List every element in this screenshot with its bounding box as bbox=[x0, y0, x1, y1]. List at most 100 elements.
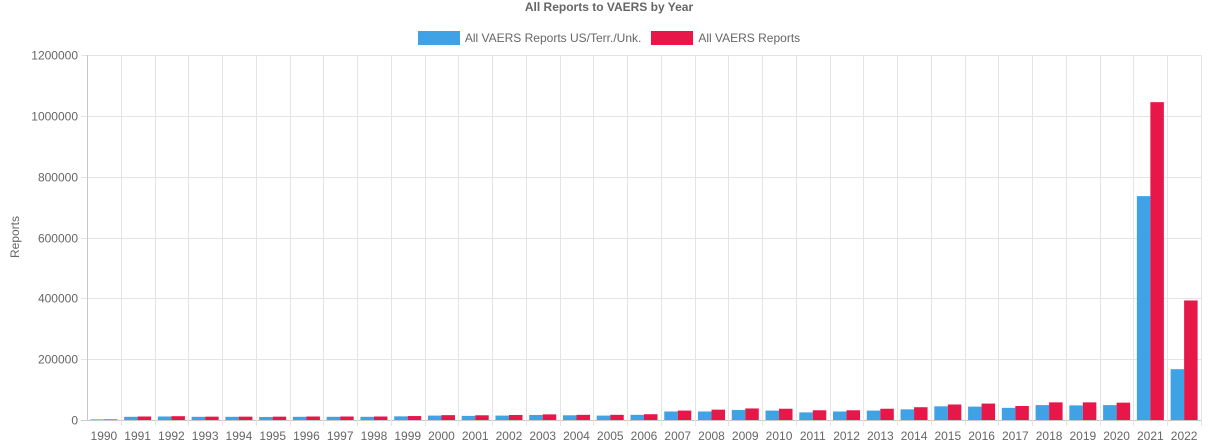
bar-us-1999[interactable] bbox=[394, 416, 408, 420]
bar-all-2000[interactable] bbox=[441, 415, 455, 420]
bar-all-2022[interactable] bbox=[1184, 300, 1198, 420]
bar-all-1999[interactable] bbox=[407, 416, 422, 420]
bar-all-1990[interactable] bbox=[103, 419, 118, 420]
bar-us-1996[interactable] bbox=[292, 416, 307, 420]
bar-us-2008[interactable] bbox=[698, 411, 712, 420]
grid bbox=[81, 55, 1202, 426]
x-tick-label: 2016 bbox=[968, 429, 995, 443]
bar-all-2010[interactable] bbox=[779, 408, 793, 420]
bar-us-1991[interactable] bbox=[124, 416, 138, 420]
bar-all-2005[interactable] bbox=[610, 414, 624, 420]
x-tick-label: 2020 bbox=[1103, 429, 1130, 443]
legend-item-all[interactable]: All VAERS Reports bbox=[651, 31, 800, 45]
x-tick-label: 2002 bbox=[496, 429, 523, 443]
bar-us-2000[interactable] bbox=[427, 415, 442, 420]
x-tick-label: 1990 bbox=[91, 429, 118, 443]
bar-us-2003[interactable] bbox=[529, 414, 543, 420]
bar-us-2015[interactable] bbox=[934, 406, 948, 420]
bar-us-2018[interactable] bbox=[1035, 405, 1050, 420]
x-tick-label: 2019 bbox=[1069, 429, 1096, 443]
bar-all-2017[interactable] bbox=[1015, 406, 1029, 420]
bar-all-1993[interactable] bbox=[205, 416, 219, 420]
bar-all-2011[interactable] bbox=[812, 410, 827, 420]
y-tick-label: 0 bbox=[71, 414, 78, 428]
bar-all-2007[interactable] bbox=[677, 410, 692, 420]
bar-all-2020[interactable] bbox=[1116, 402, 1131, 420]
x-tick-label: 1996 bbox=[293, 429, 320, 443]
bar-all-2004[interactable] bbox=[576, 414, 590, 420]
bar-all-2003[interactable] bbox=[542, 414, 557, 420]
bar-us-2007[interactable] bbox=[664, 411, 678, 420]
y-tick-label: 800000 bbox=[38, 171, 78, 185]
bar-us-1993[interactable] bbox=[191, 416, 206, 420]
x-tick-label: 2014 bbox=[901, 429, 928, 443]
bar-all-1996[interactable] bbox=[306, 416, 320, 420]
bar-all-2009[interactable] bbox=[745, 408, 759, 420]
x-tick-label: 2003 bbox=[529, 429, 556, 443]
x-tick-label: 2021 bbox=[1137, 429, 1164, 443]
bar-all-1998[interactable] bbox=[373, 416, 388, 420]
bar-us-2019[interactable] bbox=[1069, 405, 1083, 420]
bar-us-2012[interactable] bbox=[833, 411, 847, 420]
bar-us-2011[interactable] bbox=[799, 412, 813, 420]
axes: 0 200000 400000 600000 800000 1000000 1200000 1… bbox=[31, 49, 1198, 444]
bar-all-2018[interactable] bbox=[1049, 402, 1063, 420]
bar-us-1992[interactable] bbox=[157, 416, 172, 420]
bar-all-2013[interactable] bbox=[880, 408, 894, 420]
x-tick-label: 2001 bbox=[462, 429, 489, 443]
bar-us-2010[interactable] bbox=[765, 410, 780, 420]
bar-all-2006[interactable] bbox=[644, 414, 658, 420]
x-tick-label: 2009 bbox=[732, 429, 759, 443]
bar-all-1991[interactable] bbox=[137, 416, 152, 420]
bar-all-2021[interactable] bbox=[1150, 102, 1164, 420]
y-tick-label: 1200000 bbox=[31, 49, 78, 63]
bar-us-1997[interactable] bbox=[326, 416, 341, 420]
x-tick-label: 1999 bbox=[394, 429, 421, 443]
bar-us-2005[interactable] bbox=[596, 415, 611, 420]
bar-us-2009[interactable] bbox=[731, 409, 746, 420]
legend-swatch-us bbox=[417, 31, 460, 45]
bar-all-2014[interactable] bbox=[914, 407, 928, 420]
x-tick-label: 2006 bbox=[631, 429, 658, 443]
y-tick-label: 1000000 bbox=[31, 110, 78, 124]
x-tick-label: 2005 bbox=[597, 429, 624, 443]
x-tick-label: 2000 bbox=[428, 429, 455, 443]
bar-us-2021[interactable] bbox=[1136, 196, 1151, 420]
bar-all-1997[interactable] bbox=[340, 416, 354, 420]
bar-us-2004[interactable] bbox=[562, 415, 577, 420]
bar-us-2020[interactable] bbox=[1103, 405, 1117, 420]
x-tick-label: 2011 bbox=[800, 429, 826, 443]
bar-all-1992[interactable] bbox=[171, 416, 185, 420]
bar-us-2002[interactable] bbox=[495, 415, 509, 420]
x-tick-label: 1998 bbox=[361, 429, 388, 443]
bar-all-2019[interactable] bbox=[1082, 402, 1097, 420]
bar-all-1995[interactable] bbox=[272, 416, 287, 420]
bar-us-2001[interactable] bbox=[461, 415, 476, 420]
bar-us-1990[interactable] bbox=[90, 419, 104, 420]
y-tick-label: 600000 bbox=[38, 232, 78, 246]
bar-all-2001[interactable] bbox=[475, 415, 489, 420]
bar-us-2017[interactable] bbox=[1001, 407, 1016, 420]
bar-us-2014[interactable] bbox=[900, 409, 915, 420]
bar-all-2012[interactable] bbox=[846, 410, 861, 420]
bar-us-2013[interactable] bbox=[866, 410, 881, 420]
bar-us-2006[interactable] bbox=[630, 414, 644, 420]
bar-all-2002[interactable] bbox=[508, 414, 523, 420]
legend: All VAERS Reports US/Terr./Unk. All VAER… bbox=[0, 31, 1218, 45]
bar-us-1995[interactable] bbox=[259, 416, 273, 420]
bar-all-2016[interactable] bbox=[981, 403, 996, 420]
x-tick-label: 2010 bbox=[766, 429, 793, 443]
bar-us-1994[interactable] bbox=[225, 416, 239, 420]
y-tick-label: 400000 bbox=[38, 292, 78, 306]
x-tick-label: 2012 bbox=[833, 429, 860, 443]
x-tick-label: 2004 bbox=[563, 429, 590, 443]
bar-us-1998[interactable] bbox=[360, 416, 374, 420]
x-tick-label: 1995 bbox=[259, 429, 286, 443]
legend-item-us[interactable]: All VAERS Reports US/Terr./Unk. bbox=[417, 31, 641, 45]
bar-all-2008[interactable] bbox=[711, 409, 726, 420]
bar-us-2022[interactable] bbox=[1170, 369, 1185, 420]
bar-all-2015[interactable] bbox=[947, 404, 962, 420]
bar-us-2016[interactable] bbox=[968, 406, 982, 420]
bar-all-1994[interactable] bbox=[238, 416, 253, 420]
